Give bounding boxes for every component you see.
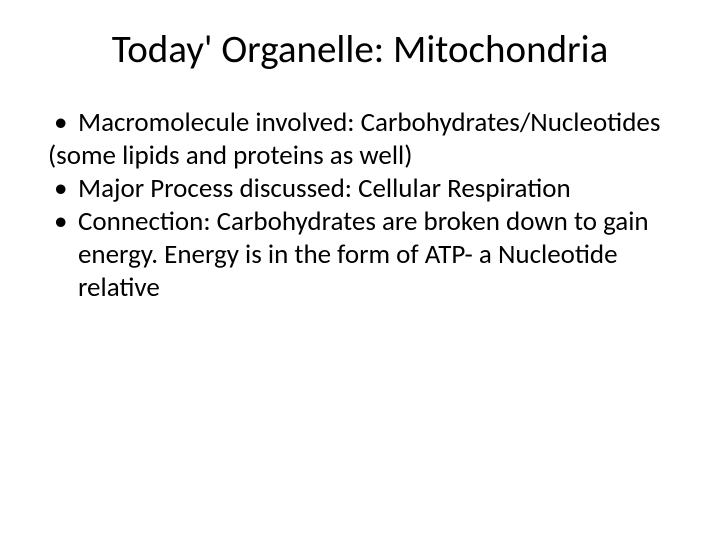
bullet-icon: • [48, 107, 78, 140]
bullet-text: Macromolecule involved: Carbohydrates/Nu… [78, 107, 672, 140]
slide-body: • Macromolecule involved: Carbohydrates/… [48, 107, 672, 305]
list-item: (some lipids and proteins as well) [48, 140, 672, 173]
bullet-text: Major Process discussed: Cellular Respir… [78, 173, 672, 206]
list-item: • Major Process discussed: Cellular Resp… [48, 173, 672, 206]
bullet-icon: • [48, 173, 78, 206]
list-item: • Connection: Carbohydrates are broken d… [48, 206, 672, 305]
slide: Today' Organelle: Mitochondria • Macromo… [0, 0, 720, 540]
bullet-text: Connection: Carbohydrates are broken dow… [78, 206, 672, 305]
plain-text: (some lipids and proteins as well) [48, 140, 672, 173]
bullet-icon: • [48, 206, 78, 239]
list-item: • Macromolecule involved: Carbohydrates/… [48, 107, 672, 140]
slide-title: Today' Organelle: Mitochondria [48, 26, 672, 73]
